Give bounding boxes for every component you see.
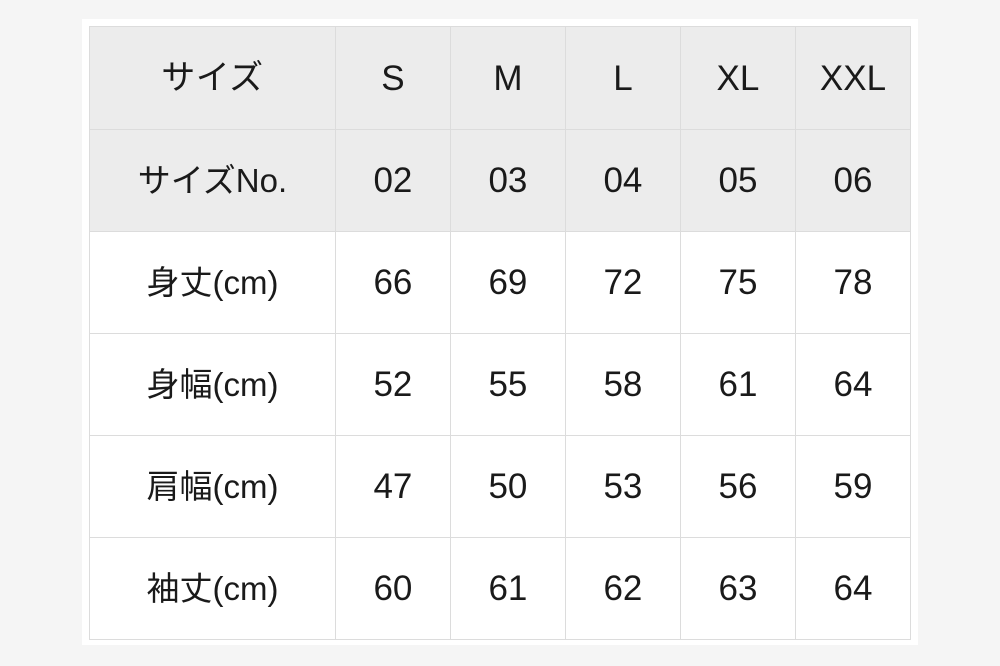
header-cell-size: サイズ (89, 26, 336, 130)
cell-size-no-s: 02 (334, 129, 451, 232)
cell-sleeve-length-xl: 63 (679, 537, 796, 640)
row-label-size-no: サイズNo. (89, 129, 336, 232)
cell-sleeve-length-s: 60 (334, 537, 451, 640)
header-cell-l: L (564, 26, 681, 130)
cell-body-length-m: 69 (449, 231, 566, 334)
cell-body-width-xl: 61 (679, 333, 796, 436)
cell-shoulder-width-xxl: 59 (794, 435, 912, 538)
table-row: 肩幅(cm) 47 50 53 56 59 (89, 435, 912, 538)
cell-body-length-xxl: 78 (794, 231, 912, 334)
table-row: 袖丈(cm) 60 61 62 63 64 (89, 537, 912, 640)
row-label-sleeve-length: 袖丈(cm) (89, 537, 336, 640)
cell-body-width-xxl: 64 (794, 333, 912, 436)
header-cell-xl: XL (679, 26, 796, 130)
cell-size-no-xxl: 06 (794, 129, 912, 232)
header-cell-xxl: XXL (794, 26, 912, 130)
cell-body-width-l: 58 (564, 333, 681, 436)
row-label-body-width: 身幅(cm) (89, 333, 336, 436)
table-header-row: サイズ S M L XL XXL (89, 26, 912, 130)
cell-shoulder-width-m: 50 (449, 435, 566, 538)
table-body: サイズNo. 02 03 04 05 06 身丈(cm) 66 69 72 75… (89, 129, 912, 640)
table-row: サイズNo. 02 03 04 05 06 (89, 129, 912, 232)
cell-body-length-s: 66 (334, 231, 451, 334)
header-cell-s: S (334, 26, 451, 130)
cell-sleeve-length-xxl: 64 (794, 537, 912, 640)
cell-size-no-xl: 05 (679, 129, 796, 232)
size-chart-table: サイズ S M L XL XXL サイズNo. 02 03 04 05 06 (89, 26, 912, 640)
cell-shoulder-width-s: 47 (334, 435, 451, 538)
cell-body-length-l: 72 (564, 231, 681, 334)
cell-body-width-s: 52 (334, 333, 451, 436)
table-header: サイズ S M L XL XXL (89, 26, 912, 130)
table-row: 身丈(cm) 66 69 72 75 78 (89, 231, 912, 334)
cell-sleeve-length-m: 61 (449, 537, 566, 640)
cell-size-no-l: 04 (564, 129, 681, 232)
table-row: 身幅(cm) 52 55 58 61 64 (89, 333, 912, 436)
cell-body-width-m: 55 (449, 333, 566, 436)
header-cell-m: M (449, 26, 566, 130)
cell-body-length-xl: 75 (679, 231, 796, 334)
row-label-body-length: 身丈(cm) (89, 231, 336, 334)
cell-shoulder-width-l: 53 (564, 435, 681, 538)
row-label-shoulder-width: 肩幅(cm) (89, 435, 336, 538)
cell-sleeve-length-l: 62 (564, 537, 681, 640)
size-chart-card: サイズ S M L XL XXL サイズNo. 02 03 04 05 06 (82, 19, 918, 645)
cell-shoulder-width-xl: 56 (679, 435, 796, 538)
cell-size-no-m: 03 (449, 129, 566, 232)
